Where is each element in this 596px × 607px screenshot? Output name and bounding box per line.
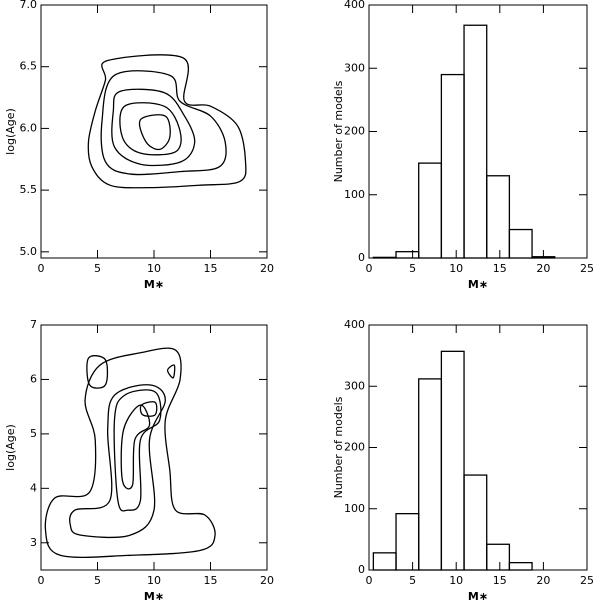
contour-line [166, 364, 176, 379]
x-tick-label: 10 [147, 262, 161, 275]
contour-line [138, 114, 171, 151]
histogram-bar [486, 543, 511, 571]
contour-line [44, 347, 216, 558]
histogram-bar [395, 251, 420, 259]
y-axis-title: log(Age) [4, 424, 17, 471]
y-tick-label: 0 [358, 563, 365, 576]
contour-line [100, 70, 227, 176]
histogram-bar [531, 256, 556, 259]
y-tick-label: 7 [30, 318, 37, 331]
x-tick-label: 5 [94, 574, 101, 587]
x-tick-label: 20 [536, 574, 550, 587]
histogram-bar [372, 552, 397, 571]
contour-line [119, 102, 182, 156]
x-tick-label: 0 [366, 574, 373, 587]
y-tick-label: 100 [344, 502, 365, 515]
plot-frame [368, 324, 588, 571]
y-tick-label: 400 [344, 318, 365, 331]
y-tick-label: 400 [344, 0, 365, 11]
y-tick-label: 5.0 [20, 245, 38, 258]
y-tick-label: 200 [344, 125, 365, 138]
x-tick-label: 5 [409, 262, 416, 275]
x-tick-label: 5 [409, 574, 416, 587]
plot-frame [40, 4, 268, 259]
y-tick-label: 4 [30, 481, 37, 494]
contour-line [120, 404, 151, 490]
contour-line [111, 88, 196, 167]
contour-line [86, 355, 109, 389]
y-axis-title: log(Age) [4, 108, 17, 155]
x-tick-label: 20 [260, 262, 274, 275]
x-axis-title: M∗ [468, 590, 488, 603]
y-tick-label: 3 [30, 536, 37, 549]
y-tick-label: 200 [344, 441, 365, 454]
y-tick-label: 5 [30, 427, 37, 440]
x-tick-label: 20 [536, 262, 550, 275]
y-tick-label: 6 [30, 372, 37, 385]
x-tick-label: 15 [204, 574, 218, 587]
histogram-bar [395, 513, 420, 571]
x-tick-label: 15 [204, 262, 218, 275]
y-tick-label: 6.5 [20, 60, 38, 73]
x-tick-label: 10 [147, 574, 161, 587]
x-tick-label: 25 [580, 262, 594, 275]
x-tick-label: 15 [493, 574, 507, 587]
x-tick-label: 15 [493, 262, 507, 275]
y-tick-label: 5.5 [20, 183, 38, 196]
histogram-bar [508, 562, 533, 571]
y-tick-label: 300 [344, 61, 365, 74]
histogram-bar [440, 73, 465, 259]
histogram-bar [486, 175, 511, 259]
x-axis-title: M∗ [144, 590, 164, 603]
x-tick-label: 20 [260, 574, 274, 587]
histogram-bar [463, 24, 488, 259]
plot-frame [368, 4, 588, 259]
contour-line [139, 401, 158, 417]
histogram-bar [508, 228, 533, 259]
y-axis-title: Number of models [332, 80, 345, 182]
x-tick-label: 5 [94, 262, 101, 275]
y-axis-title: Number of models [332, 396, 345, 498]
x-tick-label: 10 [449, 262, 463, 275]
x-tick-label: 0 [38, 262, 45, 275]
histogram-bar [463, 474, 488, 571]
contour-line [113, 389, 162, 512]
x-tick-label: 0 [366, 262, 373, 275]
x-tick-label: 10 [449, 574, 463, 587]
histogram-bar [418, 162, 443, 259]
x-tick-label: 25 [580, 574, 594, 587]
contour-line [87, 54, 247, 189]
x-axis-title: M∗ [144, 278, 164, 291]
y-tick-label: 6.0 [20, 121, 38, 134]
histogram-bar [372, 256, 397, 259]
y-tick-label: 300 [344, 379, 365, 392]
y-tick-label: 100 [344, 188, 365, 201]
x-axis-title: M∗ [468, 278, 488, 291]
y-tick-label: 7.0 [20, 0, 38, 11]
histogram-bar [418, 378, 443, 571]
histogram-bar [440, 350, 465, 571]
y-tick-label: 0 [358, 251, 365, 264]
contour-line [69, 384, 166, 539]
x-tick-label: 0 [38, 574, 45, 587]
